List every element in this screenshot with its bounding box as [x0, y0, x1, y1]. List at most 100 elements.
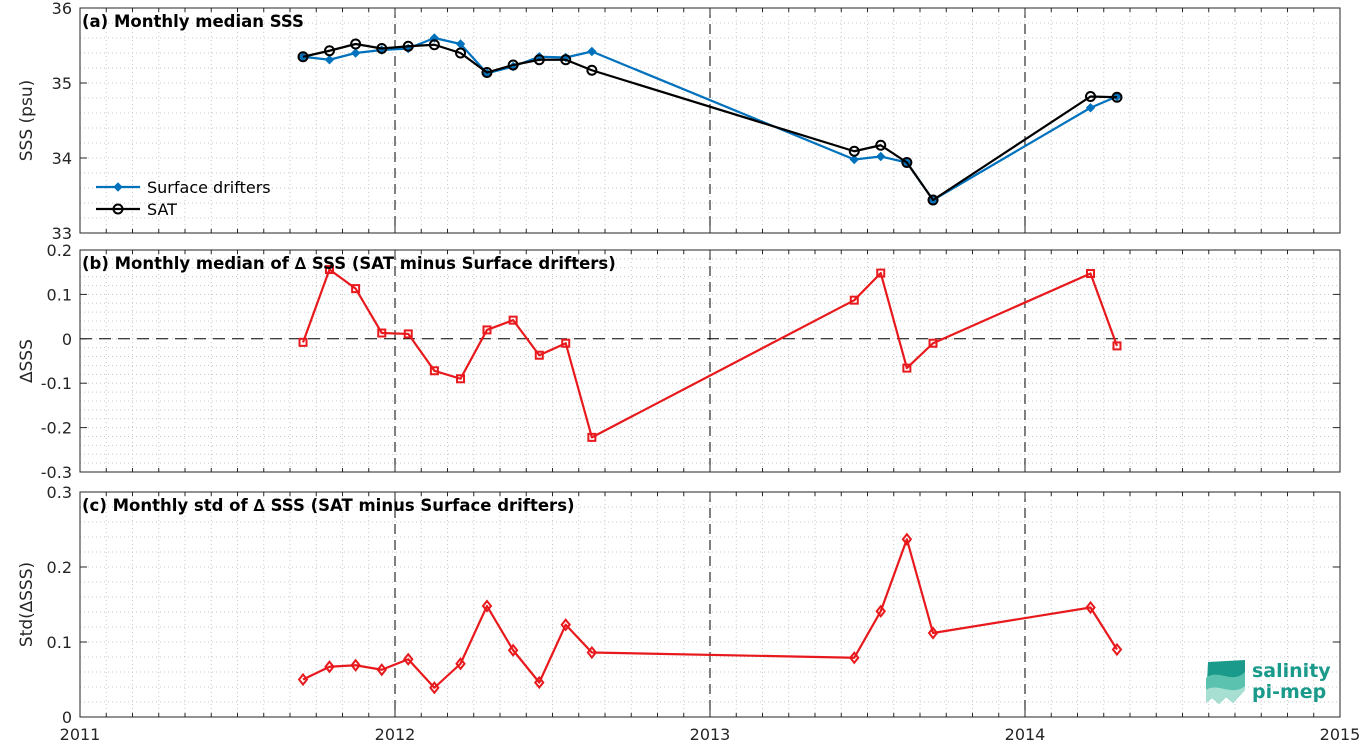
data-point: [561, 338, 571, 348]
data-point: [481, 599, 493, 613]
data-point: [298, 337, 308, 347]
data-point: [455, 657, 466, 671]
data-point: [350, 658, 361, 672]
logo: salinity pi-mep: [1206, 660, 1331, 704]
y-axis-label: Std(∆SSS): [17, 562, 37, 647]
data-point: [1085, 103, 1096, 113]
data-point: [324, 265, 334, 275]
data-point: [297, 672, 309, 687]
x-tick-label: 2013: [690, 725, 731, 744]
data-point: [927, 626, 939, 640]
y-tick-label: 0.3: [47, 483, 72, 502]
data-point: [351, 284, 361, 294]
data-point: [586, 645, 598, 660]
y-tick-label: -0.2: [41, 419, 72, 438]
x-tick-label: 2011: [60, 725, 101, 744]
data-point: [587, 46, 597, 57]
data-point: [350, 38, 362, 50]
panel-title: (c) Monthly std of ∆ SSS (SAT minus Surf…: [82, 496, 575, 515]
data-point: [324, 660, 335, 674]
data-point: [323, 45, 335, 57]
data-point: [482, 325, 492, 335]
data-point: [902, 363, 912, 373]
panel-title: (b) Monthly median of ∆ SSS (SAT minus S…: [82, 254, 616, 273]
data-point: [456, 374, 466, 384]
data-point: [350, 48, 361, 58]
data-point: [586, 64, 598, 76]
y-tick-label: -0.3: [41, 463, 72, 482]
data-point: [876, 268, 886, 278]
data-point: [481, 67, 493, 78]
data-point: [508, 315, 518, 325]
y-tick-label: 34: [52, 149, 72, 168]
data-point: [848, 145, 860, 157]
data-point: [429, 366, 439, 376]
x-tick-label: 2015: [1320, 725, 1361, 744]
data-point: [560, 618, 572, 632]
series-1: [297, 532, 1123, 695]
data-point: [928, 338, 938, 348]
data-point: [927, 194, 939, 206]
y-tick-label: 35: [52, 74, 72, 93]
data-point: [376, 43, 388, 54]
data-point: [1112, 341, 1122, 351]
data-point: [429, 681, 440, 695]
data-point: [1085, 91, 1097, 102]
logo-waves-icon: [1206, 660, 1245, 704]
data-point: [533, 54, 545, 66]
data-point: [507, 643, 519, 657]
data-point: [875, 139, 887, 151]
y-tick-label: -0.1: [41, 374, 72, 393]
data-point: [377, 328, 387, 338]
y-tick-label: 33: [52, 224, 72, 243]
y-tick-label: 0.1: [47, 633, 72, 652]
data-point: [848, 651, 860, 665]
data-point: [297, 51, 309, 63]
data-point: [560, 54, 572, 66]
y-tick-label: 0.1: [47, 285, 72, 304]
data-point: [533, 675, 545, 690]
y-axis-label: SSS (psu): [17, 80, 37, 161]
data-point: [402, 652, 414, 666]
data-point: [428, 39, 440, 51]
data-point: [324, 55, 335, 65]
series-2: [297, 38, 1123, 206]
data-point: [587, 432, 597, 442]
legend-label: Surface drifters: [147, 178, 271, 197]
panels: 33 34 35 36 SSS (psu) Surface drifters SAT (a) …: [17, 0, 1360, 744]
y-tick-label: 36: [52, 0, 72, 18]
data-point: [507, 59, 519, 71]
data-point: [455, 47, 467, 59]
data-point: [849, 295, 859, 305]
logo-line2: pi-mep: [1252, 681, 1326, 703]
logo-line1: salinity: [1252, 660, 1331, 682]
data-point: [849, 154, 859, 165]
legend-label: SAT: [147, 200, 177, 219]
data-point: [901, 157, 913, 168]
y-tick-label: 0.2: [47, 558, 72, 577]
data-point: [376, 663, 388, 677]
data-point: [1111, 642, 1123, 657]
legend-marker: [112, 203, 124, 215]
legend-marker: [113, 182, 123, 192]
data-point: [534, 350, 544, 360]
panel-2: -0.3 -0.2 -0.1 0 0.1 0.2 ∆SSS (b) Monthly media…: [17, 241, 1341, 482]
data-point: [1111, 91, 1123, 103]
y-axis-label: ∆SSS: [17, 339, 37, 384]
x-tick-label: 2014: [1005, 725, 1046, 744]
data-point: [402, 40, 414, 52]
panel-title: (a) Monthly median SSS: [82, 12, 304, 31]
panel-3: 0 0.1 0.2 0.3 2011 2012 2013 2014 2015 Std(∆SSS) (…: [17, 483, 1360, 744]
y-tick-label: 0: [62, 708, 72, 727]
data-point: [1086, 269, 1096, 279]
data-point: [876, 151, 886, 162]
legend: Surface drifters SAT: [96, 178, 271, 219]
x-tick-label: 2012: [375, 725, 416, 744]
data-point: [1085, 600, 1096, 615]
data-point: [901, 532, 913, 546]
data-point: [875, 604, 887, 618]
data-point: [403, 329, 413, 339]
y-tick-label: 0: [62, 330, 72, 349]
series-1: [298, 265, 1122, 442]
